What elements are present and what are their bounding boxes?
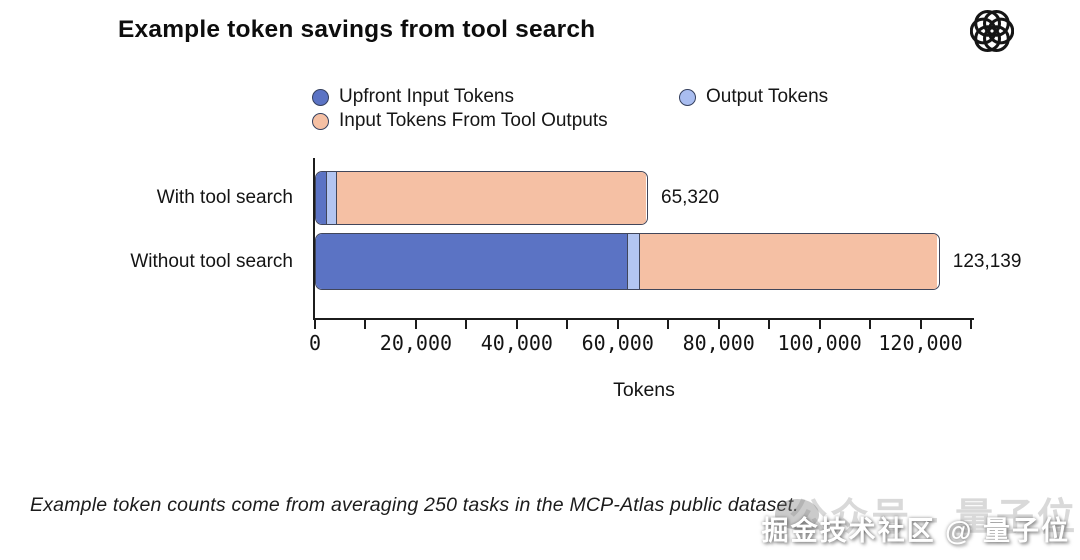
- x-axis-tick-label: 120,000: [878, 331, 963, 355]
- watermark-text: 掘金技术社区 @ 量子位: [761, 516, 1070, 546]
- x-axis-tick: [465, 320, 468, 329]
- x-axis-tick: [364, 320, 367, 329]
- legend-label: Input Tokens From Tool Outputs: [339, 110, 608, 131]
- x-axis-tick: [515, 320, 518, 329]
- x-axis-title: Tokens: [613, 379, 675, 401]
- chart-title: Example token savings from tool search: [118, 16, 596, 43]
- x-axis-tick-label: 40,000: [480, 331, 553, 355]
- y-axis-line: [313, 158, 316, 320]
- x-axis-tick: [667, 320, 670, 329]
- x-axis-tick: [970, 320, 972, 329]
- x-axis-line: [313, 318, 974, 321]
- watermark-ghost-text: 公众号 - 量子位: [789, 497, 1078, 539]
- x-axis-tick: [314, 320, 316, 329]
- x-axis-tick: [768, 320, 771, 329]
- legend-label: Upfront Input Tokens: [339, 86, 514, 107]
- bar-with-tool-search: [315, 171, 648, 225]
- x-axis-tick-label: 0: [308, 331, 322, 355]
- bar-segment-output-tokens: [326, 172, 337, 224]
- x-axis-tick-label: 20,000: [379, 331, 453, 355]
- footnote: Example token counts come from averaging…: [30, 494, 799, 516]
- x-axis-tick-label: 100,000: [777, 331, 862, 355]
- bar-segment-output-tokens: [627, 234, 640, 289]
- legend-swatch-output: [679, 88, 696, 106]
- legend-swatch-tool-outputs: [312, 112, 329, 130]
- x-axis-tick: [869, 320, 872, 329]
- bar-segment-upfront-input-tokens: [316, 172, 327, 224]
- category-label: With tool search: [156, 187, 293, 208]
- bar-without-tool-search: [315, 233, 940, 290]
- x-axis-tick: [414, 320, 417, 329]
- legend-item-input-tokens-from-tool-outputs: Input Tokens From Tool Outputs: [312, 110, 608, 132]
- watermark-ghost-logo: [775, 499, 819, 529]
- x-axis-tick: [919, 320, 922, 329]
- x-axis-tick-label: 80,000: [682, 331, 755, 355]
- x-axis-tick: [818, 320, 821, 329]
- bar-segment-input-tokens-from-tool-outputs: [336, 172, 646, 224]
- legend-swatch-upfront-input: [312, 88, 329, 106]
- bar-segment-input-tokens-from-tool-outputs: [639, 234, 938, 289]
- bar-total-label: 65,320: [661, 187, 720, 208]
- legend-item-upfront-input-tokens: Upfront Input Tokens: [312, 86, 514, 108]
- bar-segment-upfront-input-tokens: [316, 234, 628, 289]
- bar-total-label: 123,139: [952, 250, 1022, 272]
- category-label: Without tool search: [130, 250, 293, 272]
- x-axis-tick: [566, 320, 569, 329]
- legend-label: Output Tokens: [706, 86, 829, 107]
- openai-logo-icon: [969, 9, 1015, 53]
- x-axis-tick-label: 60,000: [581, 331, 654, 355]
- x-axis-tick: [717, 320, 720, 329]
- legend-item-output-tokens: Output Tokens: [679, 86, 828, 108]
- x-axis-tick: [616, 320, 619, 329]
